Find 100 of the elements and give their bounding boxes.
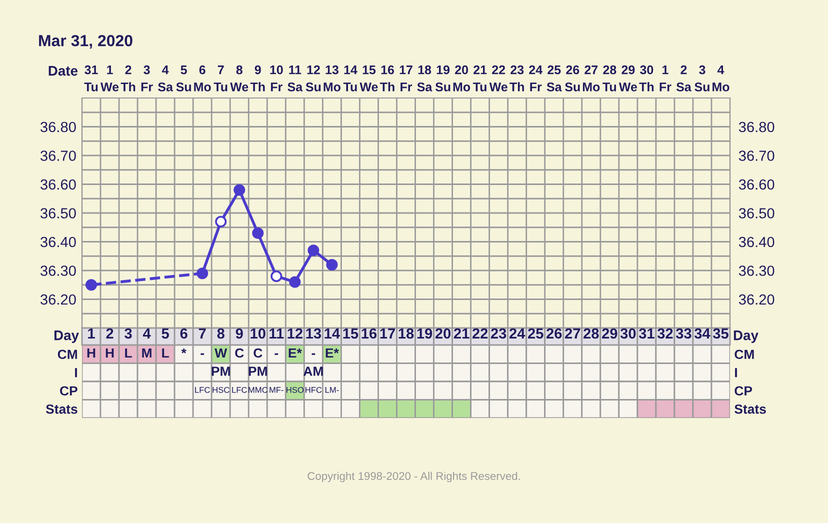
x-tick-label: 2 Sa (676, 65, 692, 92)
y-tick-label: 36.70 (40, 150, 76, 161)
y-tick-label: 36.20 (40, 294, 76, 305)
x-tick-label: 1 We (100, 66, 119, 92)
x-tick-label: 11 Sa (288, 66, 303, 92)
x-tick-label: 31 (638, 328, 654, 339)
x-tick-label: 2 Th (120, 65, 136, 92)
x-tick-label: 8 We (230, 65, 248, 92)
x-tick-label: 26 Su (565, 65, 580, 92)
text: - (200, 353, 204, 355)
text: HSC (212, 386, 230, 393)
text: Copyright 1998-2020 - All Rights Reserved. (308, 472, 520, 482)
x-tick-label: 16 Th (380, 65, 394, 92)
x-axis-title: Day (54, 330, 79, 343)
y-tick-label: CP (734, 386, 752, 396)
text: - (312, 353, 316, 355)
text: HSO (286, 386, 304, 393)
x-tick-label: 17 Fr (400, 66, 412, 92)
x-tick-label: 27 Mo (582, 65, 600, 92)
x-tick-label: 30 Th (639, 65, 654, 92)
x-tick-label: 35 (712, 328, 728, 339)
x-tick-label: 28 Tu (602, 65, 616, 92)
x-tick-label: 9 (236, 328, 243, 339)
point (308, 244, 320, 256)
x-tick-label: 21 (454, 328, 470, 338)
x-tick-label: 30 (620, 328, 636, 339)
text: LM- (325, 387, 339, 393)
text: H (106, 348, 114, 358)
text: M (142, 348, 152, 358)
x-tick-label: 25 Sa (546, 65, 562, 92)
text: E* (326, 348, 339, 358)
x-tick-label: 24 Fr (529, 65, 542, 92)
x-tick-label: 7 Tu (214, 66, 228, 92)
x-tick-label: 6 (180, 328, 188, 339)
chart-title: Mar 31, 2020 (39, 34, 132, 49)
y-tick-label: 36.60 (40, 179, 76, 190)
x-tick-label: 2 (106, 328, 114, 338)
x-tick-label: 32 (657, 328, 673, 339)
point (85, 279, 98, 291)
x-tick-label: 14 Tu (343, 66, 358, 92)
text: W (214, 348, 228, 358)
text: LFC (195, 386, 210, 393)
x-tick-label: 22 (472, 328, 488, 338)
x-tick-label: 6 Mo (194, 65, 211, 92)
y-tick-label: 36.50 (40, 208, 76, 218)
x-tick-label: 28 (584, 328, 599, 339)
point (270, 270, 282, 282)
text: H (87, 348, 96, 358)
x-tick-label: 4 Mo (712, 66, 730, 92)
x-tick-label: 19 (417, 328, 432, 339)
x-tick-label: 16 (362, 328, 377, 339)
x-tick-label: 4 (142, 328, 151, 338)
x-tick-label: 18 (398, 328, 414, 339)
text: L (125, 348, 132, 358)
text: L (162, 348, 169, 358)
text: PM (248, 366, 267, 376)
x-tick-label: 10 (250, 328, 266, 339)
text: LFC (232, 386, 247, 393)
x-tick-label: 3 (124, 328, 132, 339)
x-tick-label: 26 (546, 328, 562, 339)
x-tick-label: 23 Th (510, 65, 524, 92)
point (196, 268, 208, 280)
point (234, 184, 246, 196)
x-tick-label: 18 Sa (417, 65, 432, 92)
text: HFC (306, 386, 322, 393)
text: MF- (270, 387, 284, 393)
x-tick-label: 10 Fr (270, 65, 283, 92)
point (215, 216, 227, 228)
x-tick-label: 22 We (489, 65, 508, 92)
x-tick-label: 5 Su (176, 66, 191, 92)
text: E* (288, 348, 302, 358)
x-tick-label: 31 Tu (84, 65, 98, 92)
text: AM (303, 366, 323, 376)
x-tick-label: 15 (343, 328, 358, 339)
x-tick-label: 23 (490, 328, 506, 339)
x-tick-label: 4 Sa (158, 66, 174, 92)
x-tick-label: 12 Su (306, 65, 321, 92)
x-axis-title: Date (48, 66, 78, 76)
x-tick-label: 20 Mo (453, 65, 470, 92)
x-tick-label: 27 (565, 328, 580, 338)
x-tick-label: 3 Fr (141, 65, 153, 92)
point (252, 227, 264, 239)
y-tick-label: 36.80 (40, 122, 76, 132)
point (289, 276, 301, 288)
x-tick-label: 1 (88, 328, 95, 338)
text: Day (734, 330, 758, 343)
y-tick-label: Stats (734, 404, 766, 414)
text: C (254, 348, 262, 358)
point (326, 258, 338, 271)
y-tick-label: I (735, 368, 737, 378)
x-tick-label: 34 (694, 328, 710, 339)
x-tick-label: 19 Su (435, 65, 450, 92)
x-tick-label: 8 (217, 328, 224, 339)
y-tick-label: 36.30 (40, 266, 76, 276)
text: PM (212, 366, 230, 376)
x-tick-label: 29 (602, 328, 618, 339)
x-tick-label: 12 (288, 328, 302, 338)
x-tick-label: 9 Th (250, 65, 265, 92)
text: - (274, 353, 278, 355)
y-tick-label: CM (734, 350, 754, 360)
